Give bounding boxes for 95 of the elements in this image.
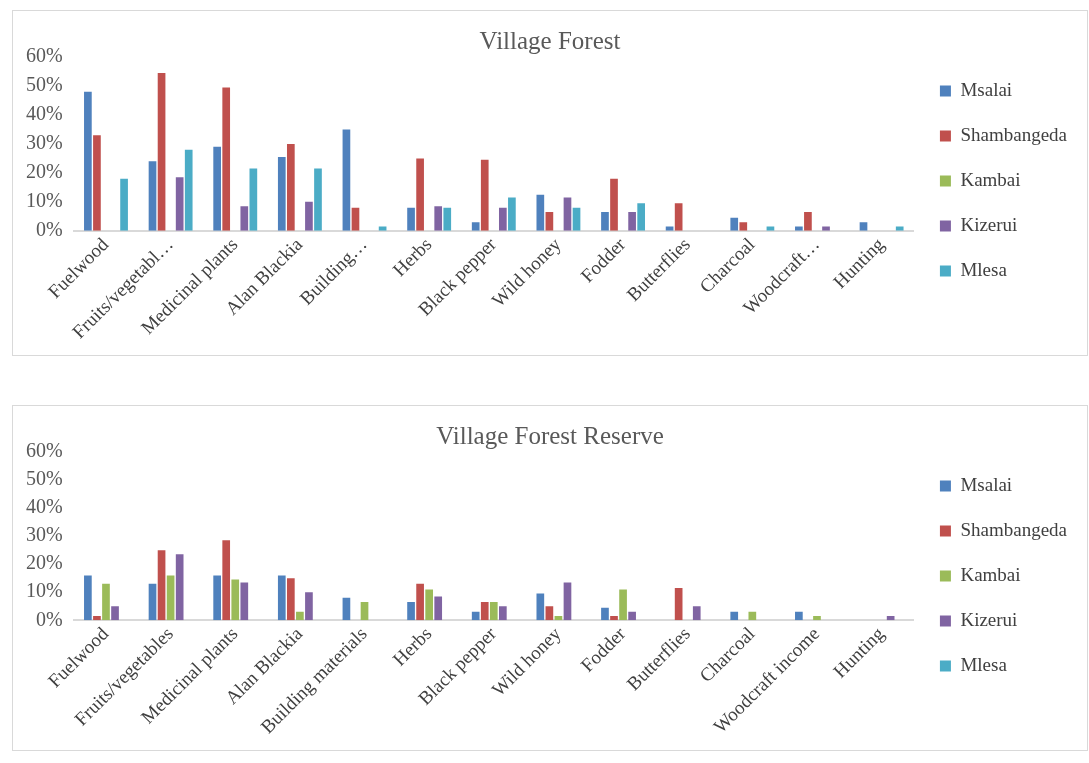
legend-label: Msalai — [960, 78, 1013, 100]
bar — [480, 159, 489, 231]
bar — [184, 149, 193, 231]
bar — [425, 589, 433, 621]
bar — [443, 207, 452, 231]
bar — [498, 606, 507, 621]
legend-label: Kizerui — [960, 608, 1018, 630]
bar — [222, 540, 231, 621]
bar — [342, 129, 351, 231]
y-tick-label: 40% — [25, 102, 63, 125]
bar — [508, 197, 516, 231]
y-tick-label: 40% — [25, 495, 63, 518]
y-tick-label: 0% — [35, 218, 63, 241]
bar — [111, 606, 119, 621]
y-tick-label: 50% — [25, 73, 63, 96]
y-tick-label: 20% — [25, 551, 63, 574]
bar — [795, 611, 803, 621]
bar — [471, 222, 480, 231]
y-tick-label: 20% — [25, 160, 63, 183]
bar — [93, 135, 101, 231]
bar — [305, 201, 313, 231]
bar — [739, 222, 748, 231]
bar — [637, 203, 646, 231]
bar — [674, 588, 683, 621]
bar — [619, 589, 627, 621]
legend-label: Shambangeda — [960, 123, 1068, 145]
bar — [601, 212, 609, 231]
bar — [175, 554, 184, 621]
bar — [240, 582, 249, 621]
bar — [175, 177, 184, 231]
bar — [286, 143, 295, 231]
bar — [213, 146, 221, 231]
bar — [480, 602, 489, 621]
bar — [628, 212, 636, 231]
y-tick-label: 0% — [35, 607, 63, 630]
bar — [545, 606, 554, 621]
bar — [231, 579, 240, 621]
bar — [536, 593, 545, 621]
bar — [148, 161, 157, 231]
legend-label: Msalai — [960, 473, 1013, 495]
bar — [416, 158, 424, 231]
bar — [489, 602, 498, 621]
bar — [314, 168, 322, 231]
legend-label: Mlesa — [960, 258, 1008, 280]
bar — [416, 583, 424, 621]
y-tick-label: 60% — [25, 44, 63, 67]
chart-title: Village Forest — [479, 26, 621, 54]
bar — [305, 592, 313, 621]
bar — [120, 178, 128, 231]
bar — [434, 206, 443, 231]
chart-title: Village Forest Reserve — [436, 421, 664, 449]
bar — [407, 602, 415, 621]
bar — [286, 578, 295, 621]
legend-label: Kambai — [960, 168, 1021, 190]
y-tick-label: 50% — [25, 467, 63, 490]
bar — [610, 178, 618, 231]
bar — [277, 575, 286, 621]
bar — [213, 575, 221, 621]
bar — [240, 206, 249, 231]
bar — [296, 611, 304, 621]
legend-label: Kambai — [960, 563, 1021, 585]
bar — [748, 611, 757, 621]
bar — [84, 575, 92, 621]
bar — [360, 602, 369, 621]
bar — [692, 606, 701, 621]
legend-label: Mlesa — [960, 653, 1008, 675]
bar — [157, 550, 166, 621]
bar — [610, 616, 618, 621]
y-tick-label: 30% — [25, 523, 63, 546]
bar — [730, 611, 739, 621]
bar — [563, 582, 572, 621]
bar — [102, 583, 110, 621]
legend-label: Shambangeda — [960, 518, 1068, 540]
y-tick-label: 10% — [25, 579, 63, 602]
y-tick-label: 60% — [25, 439, 63, 462]
y-tick-label: 10% — [25, 189, 63, 212]
bar — [471, 611, 480, 621]
bar — [407, 207, 415, 231]
bar — [813, 616, 821, 621]
y-tick-label: 30% — [25, 131, 63, 154]
bar — [628, 611, 636, 621]
bar — [93, 616, 101, 621]
bar — [84, 91, 92, 231]
bar — [730, 217, 739, 231]
bar — [601, 607, 609, 621]
bar — [166, 575, 175, 621]
bar — [536, 194, 545, 231]
bar — [222, 87, 231, 231]
bar — [434, 596, 443, 621]
bar — [157, 72, 166, 231]
bar — [498, 207, 507, 231]
bar — [804, 212, 812, 231]
legend-label: Kizerui — [960, 213, 1018, 235]
bar — [148, 583, 157, 621]
bar — [277, 156, 286, 231]
